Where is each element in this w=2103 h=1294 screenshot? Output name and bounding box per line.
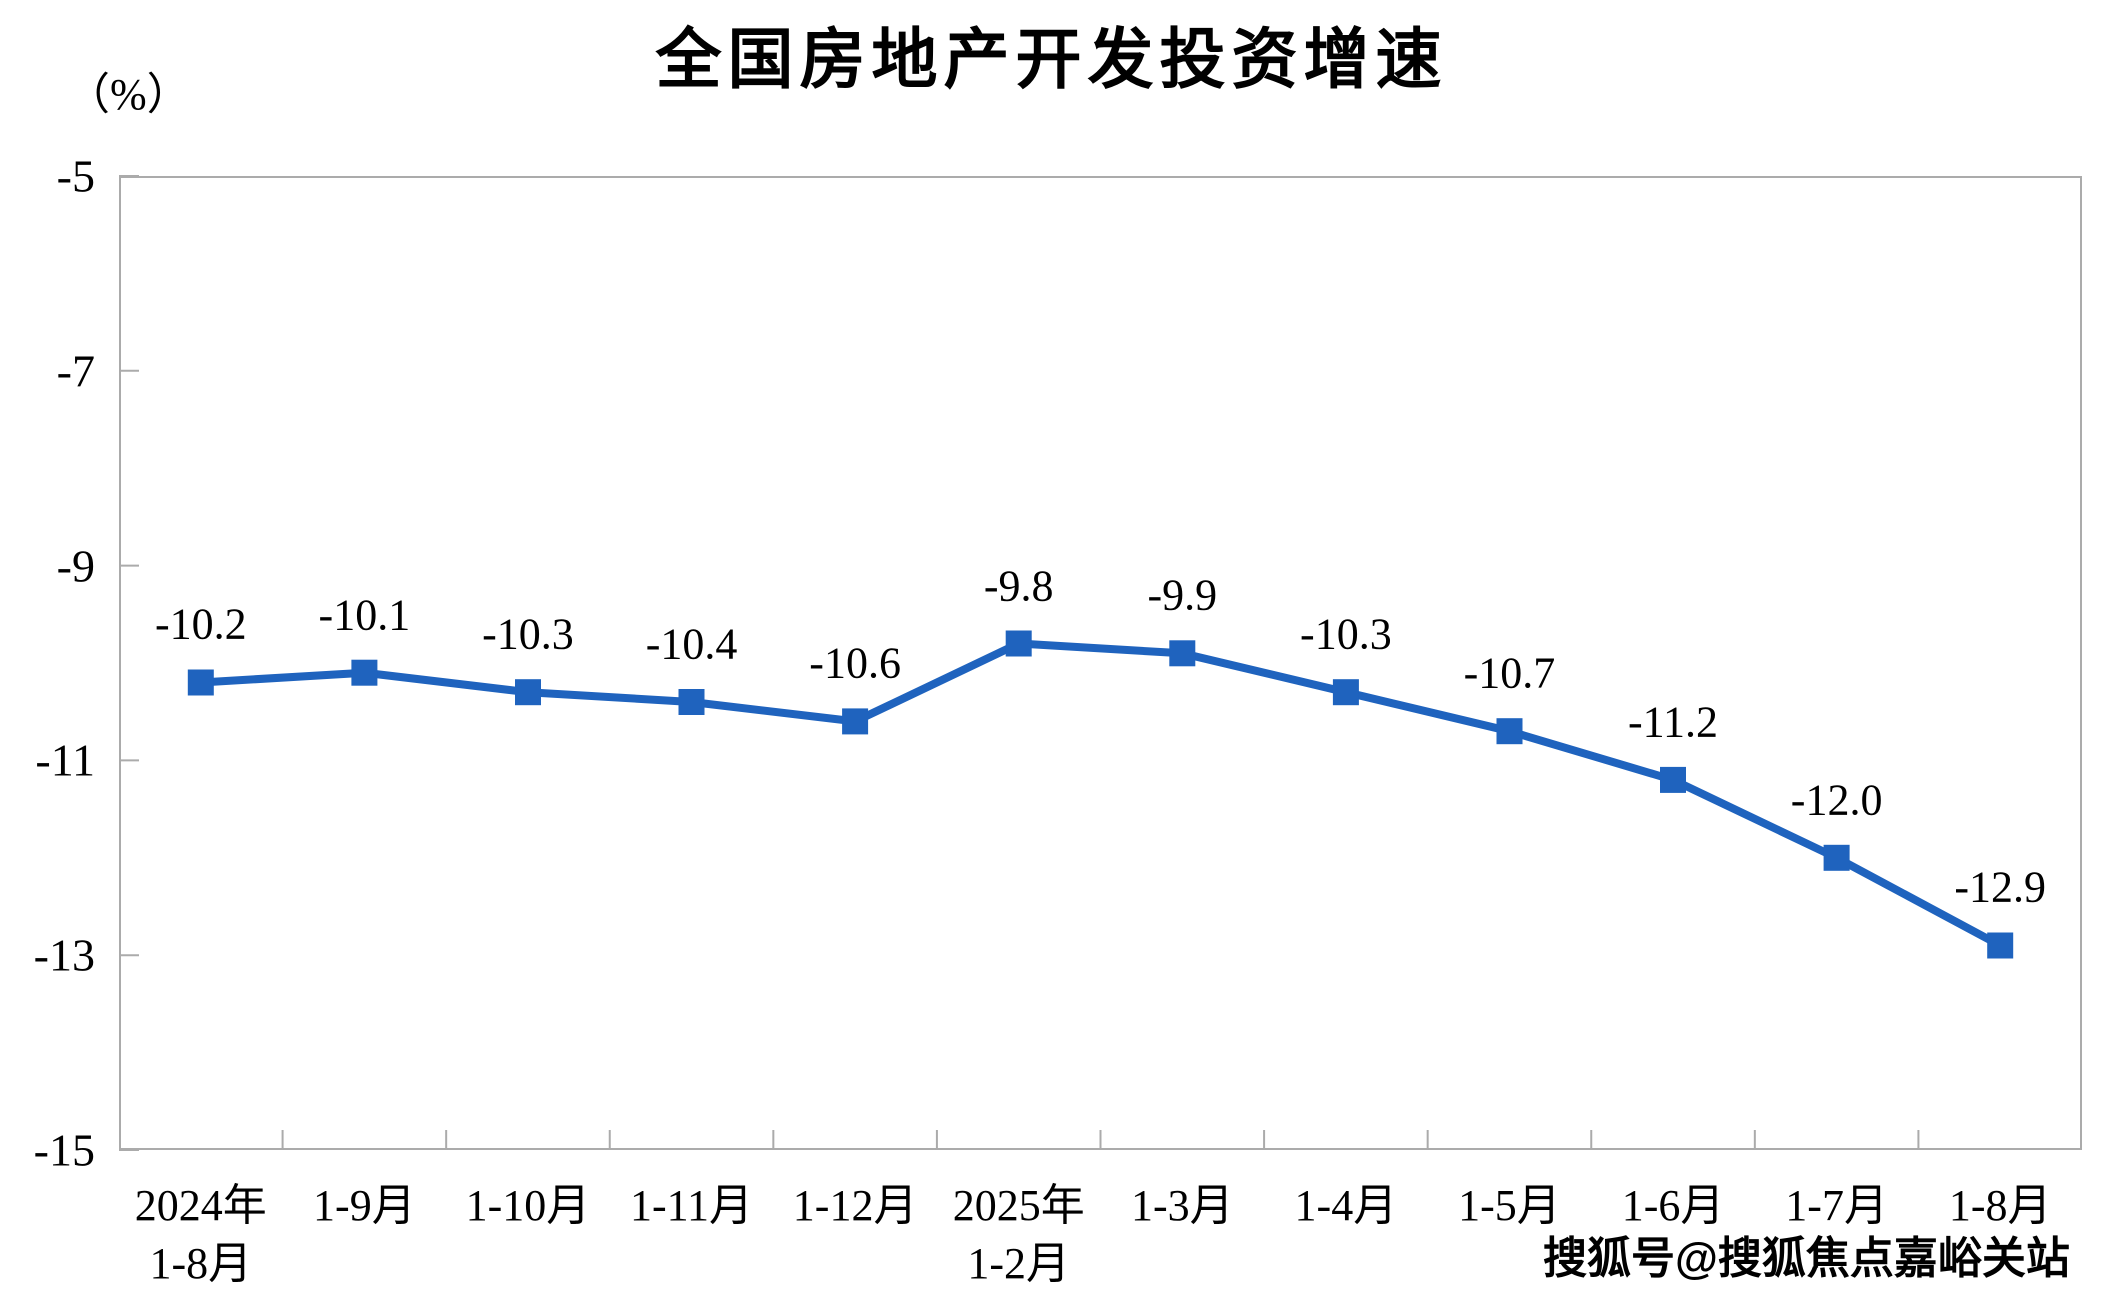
y-tick-label: -11 (35, 734, 95, 786)
data-point-label: -11.2 (1628, 697, 1719, 747)
plot-area (119, 176, 2082, 1150)
data-point-label: -9.8 (983, 561, 1054, 611)
x-tick-label: 1-10月 (465, 1181, 591, 1230)
x-tick-label: 1-12月 (792, 1181, 918, 1230)
data-point-marker (1169, 640, 1196, 667)
data-point-label: -10.4 (645, 619, 738, 669)
x-tick-label: 1-2月 (967, 1239, 1071, 1288)
y-tick-label: -15 (33, 1124, 95, 1176)
x-tick-label: 1-5月 (1458, 1181, 1561, 1230)
series-line (200, 639, 2003, 950)
x-tick-label: 1-4月 (1294, 1181, 1398, 1230)
x-tick-label: 1-8月 (1948, 1181, 2052, 1230)
data-point-label: -10.1 (318, 590, 411, 640)
y-axis-unit-label: （%） (66, 70, 191, 119)
data-point-marker (1005, 630, 1032, 657)
watermark-text: 搜狐号@搜狐焦点嘉峪关站 (1543, 1234, 2070, 1283)
data-point-marker (515, 679, 541, 706)
data-point-label: -10.3 (1300, 609, 1392, 659)
data-point-marker (187, 669, 214, 696)
data-point-label: -10.6 (809, 638, 901, 688)
data-point-label: -10.2 (154, 599, 247, 649)
data-point-marker (1660, 766, 1686, 793)
x-tick-label: 2024年 (134, 1181, 267, 1230)
data-point-marker (1496, 718, 1523, 745)
x-tick-label: 1-6月 (1621, 1181, 1725, 1230)
data-point-marker (351, 659, 378, 686)
x-tick-label: 1-8月 (149, 1239, 253, 1288)
chart-title: 全国房地产开发投资增速 (655, 22, 1448, 96)
x-tick-label: 1-7月 (1785, 1181, 1888, 1230)
data-point-marker (842, 708, 869, 735)
y-tick-label: -7 (56, 345, 95, 397)
y-tick-label: -5 (56, 150, 95, 202)
data-point-marker (1987, 932, 2014, 959)
x-tick-label: 1-3月 (1130, 1181, 1234, 1230)
y-tick-label: -13 (33, 929, 95, 981)
data-point-marker (678, 689, 705, 715)
data-point-label: -10.7 (1463, 648, 1556, 698)
x-tick-label: 1-9月 (313, 1181, 416, 1230)
data-point-label: -12.9 (1954, 862, 2047, 912)
y-tick-label: -9 (56, 540, 95, 592)
data-point-label: -9.9 (1147, 570, 1218, 620)
x-tick-label: 2025年 (952, 1181, 1085, 1230)
data-point-label: -12.0 (1790, 775, 1883, 825)
data-point-marker (1332, 679, 1359, 706)
data-point-marker (1823, 844, 1850, 871)
data-point-label: -10.3 (482, 609, 574, 659)
x-tick-label: 1-11月 (630, 1181, 754, 1230)
